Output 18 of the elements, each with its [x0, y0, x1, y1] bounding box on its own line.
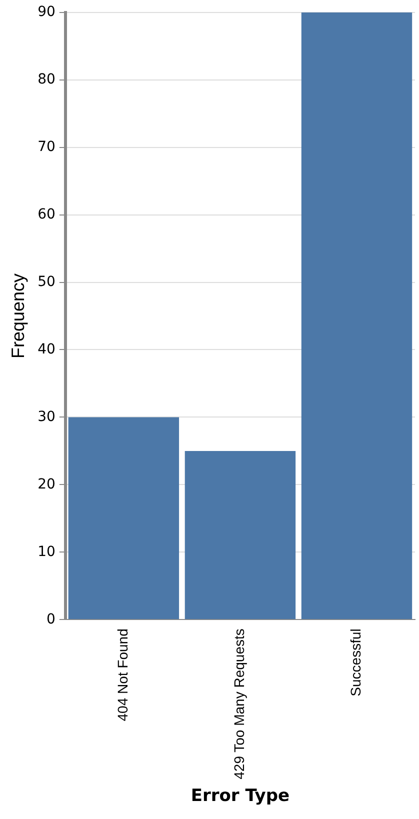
bar: [184, 450, 296, 620]
x-tick-label: 404 Not Found: [114, 628, 131, 722]
y-tick-label: 50: [38, 274, 56, 290]
y-tick-label: 20: [38, 476, 56, 492]
y-tick-label: 40: [38, 341, 56, 358]
y-tick-label: 10: [38, 544, 56, 560]
bar: [68, 417, 180, 620]
x-tick-label: Successful: [348, 628, 364, 696]
y-tick-label: 70: [38, 138, 56, 155]
y-tick-label: 0: [46, 611, 56, 628]
y-tick-label: 60: [38, 206, 56, 222]
bar: [301, 12, 412, 620]
y-tick-label: 30: [38, 408, 56, 425]
y-axis-title: Frequency: [8, 273, 28, 359]
y-tick-label: 80: [38, 72, 56, 88]
x-axis-title: Error Type: [190, 786, 290, 806]
y-tick-label: 90: [38, 4, 56, 20]
x-tick-label: 429 Too Many Requests: [231, 628, 248, 780]
